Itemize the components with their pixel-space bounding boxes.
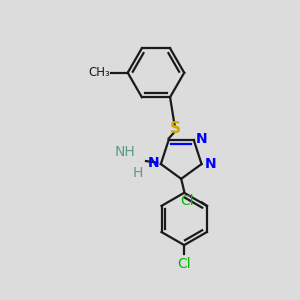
- Text: S: S: [169, 121, 181, 136]
- Text: NH: NH: [115, 145, 136, 159]
- Text: N: N: [205, 157, 216, 171]
- Text: N: N: [196, 132, 208, 145]
- Text: N: N: [148, 156, 159, 170]
- Text: H: H: [133, 167, 143, 180]
- Text: Cl: Cl: [177, 257, 191, 271]
- Text: CH₃: CH₃: [88, 66, 110, 79]
- Text: Cl: Cl: [180, 194, 194, 208]
